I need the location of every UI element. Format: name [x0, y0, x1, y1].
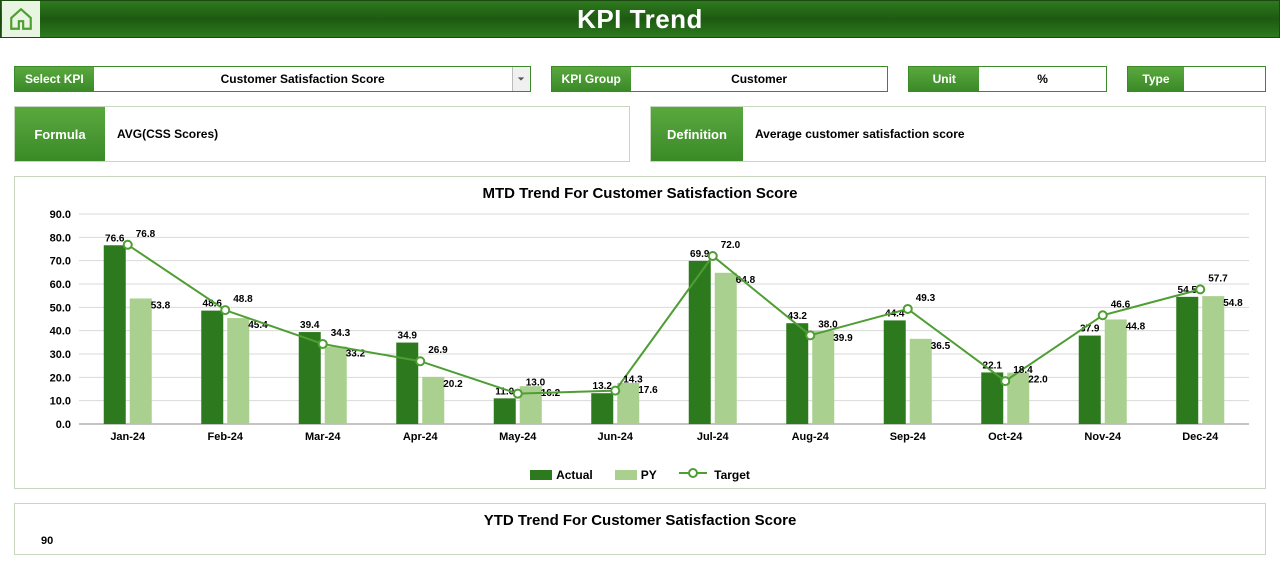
mtd-chart-panel: MTD Trend For Customer Satisfaction Scor…	[14, 176, 1266, 489]
svg-text:Jun-24: Jun-24	[598, 431, 634, 443]
svg-text:90.0: 90.0	[50, 209, 71, 221]
svg-text:13.0: 13.0	[526, 378, 546, 389]
svg-text:80.0: 80.0	[50, 232, 71, 244]
svg-text:22.0: 22.0	[1028, 375, 1048, 386]
svg-text:72.0: 72.0	[721, 240, 741, 251]
definition-label: Definition	[651, 107, 743, 161]
dropdown-button[interactable]	[512, 67, 530, 91]
chevron-down-icon	[517, 75, 525, 83]
svg-text:18.4: 18.4	[1013, 365, 1033, 376]
home-icon	[8, 6, 34, 32]
ytd-chart-title: YTD Trend For Customer Satisfaction Scor…	[19, 512, 1261, 529]
legend-target: Target	[679, 467, 750, 482]
mtd-chart: 0.0 10.0 20.0 30.0 40.0 50.0 60.0 70.0 80.0 90.0 J…	[19, 208, 1261, 461]
svg-text:Jul-24: Jul-24	[697, 431, 730, 443]
svg-text:46.6: 46.6	[1111, 299, 1131, 310]
filter-row: Select KPI Customer Satisfaction Score K…	[0, 38, 1280, 106]
ytd-chart-panel: YTD Trend For Customer Satisfaction Scor…	[14, 503, 1266, 555]
svg-text:26.9: 26.9	[428, 345, 448, 356]
formula-value: AVG(CSS Scores)	[105, 107, 629, 161]
kpi-group-label: KPI Group	[552, 67, 631, 91]
header-bar: KPI Trend	[0, 0, 1280, 38]
svg-text:Mar-24: Mar-24	[305, 431, 341, 443]
mtd-chart-title: MTD Trend For Customer Satisfaction Scor…	[19, 185, 1261, 202]
svg-text:34.3: 34.3	[331, 328, 351, 339]
svg-text:49.3: 49.3	[916, 293, 936, 304]
info-row: Formula AVG(CSS Scores) Definition Avera…	[0, 106, 1280, 176]
unit-box: Unit %	[908, 66, 1107, 92]
svg-text:Dec-24: Dec-24	[1182, 431, 1219, 443]
type-box: Type	[1127, 66, 1266, 92]
svg-text:Aug-24: Aug-24	[792, 431, 830, 443]
svg-text:50.0: 50.0	[50, 302, 71, 314]
svg-text:20.2: 20.2	[443, 379, 463, 390]
svg-text:40.0: 40.0	[50, 326, 71, 338]
kpi-group-value: Customer	[631, 67, 887, 91]
svg-text:39.4: 39.4	[300, 320, 320, 331]
kpi-group-box: KPI Group Customer	[551, 66, 889, 92]
page-title: KPI Trend	[1, 4, 1279, 35]
type-label: Type	[1128, 67, 1184, 91]
svg-text:39.9: 39.9	[833, 333, 853, 344]
svg-text:76.6: 76.6	[105, 233, 125, 244]
select-kpi-label: Select KPI	[15, 67, 94, 91]
svg-text:Sep-24: Sep-24	[890, 431, 927, 443]
type-value	[1184, 67, 1265, 91]
chart-legend: Actual PY Target	[19, 461, 1261, 484]
formula-card: Formula AVG(CSS Scores)	[14, 106, 630, 162]
svg-text:Jan-24: Jan-24	[110, 431, 146, 443]
svg-text:Oct-24: Oct-24	[988, 431, 1023, 443]
svg-text:Feb-24: Feb-24	[208, 431, 244, 443]
select-kpi-dropdown[interactable]: Select KPI Customer Satisfaction Score	[14, 66, 531, 92]
svg-text:70.0: 70.0	[50, 256, 71, 268]
svg-text:Apr-24: Apr-24	[403, 431, 439, 443]
definition-card: Definition Average customer satisfaction…	[650, 106, 1266, 162]
ytd-ytick-top: 90	[41, 535, 53, 547]
home-button[interactable]	[2, 1, 40, 37]
unit-label: Unit	[909, 67, 979, 91]
svg-text:14.3: 14.3	[623, 375, 643, 386]
legend-actual: Actual	[530, 468, 593, 482]
svg-text:44.8: 44.8	[1126, 321, 1146, 332]
svg-text:17.6: 17.6	[638, 385, 658, 396]
definition-value: Average customer satisfaction score	[743, 107, 1265, 161]
svg-text:57.7: 57.7	[1208, 273, 1228, 284]
svg-text:48.6: 48.6	[203, 299, 223, 310]
svg-text:53.8: 53.8	[151, 300, 171, 311]
legend-py: PY	[615, 468, 657, 482]
svg-text:48.8: 48.8	[233, 294, 253, 305]
svg-text:38.0: 38.0	[818, 319, 838, 330]
formula-label: Formula	[15, 107, 105, 161]
svg-text:10.0: 10.0	[50, 396, 71, 408]
svg-text:69.9: 69.9	[690, 249, 710, 260]
svg-text:36.5: 36.5	[931, 341, 951, 352]
svg-text:20.0: 20.0	[50, 372, 71, 384]
svg-text:60.0: 60.0	[50, 279, 71, 291]
select-kpi-value: Customer Satisfaction Score	[94, 67, 512, 91]
svg-text:76.8: 76.8	[136, 229, 156, 240]
svg-text:Nov-24: Nov-24	[1084, 431, 1122, 443]
unit-value: %	[979, 67, 1106, 91]
svg-text:30.0: 30.0	[50, 349, 71, 361]
svg-text:54.8: 54.8	[1223, 298, 1243, 309]
svg-text:May-24: May-24	[499, 431, 537, 443]
svg-text:0.0: 0.0	[56, 419, 71, 431]
svg-text:34.9: 34.9	[398, 331, 418, 342]
